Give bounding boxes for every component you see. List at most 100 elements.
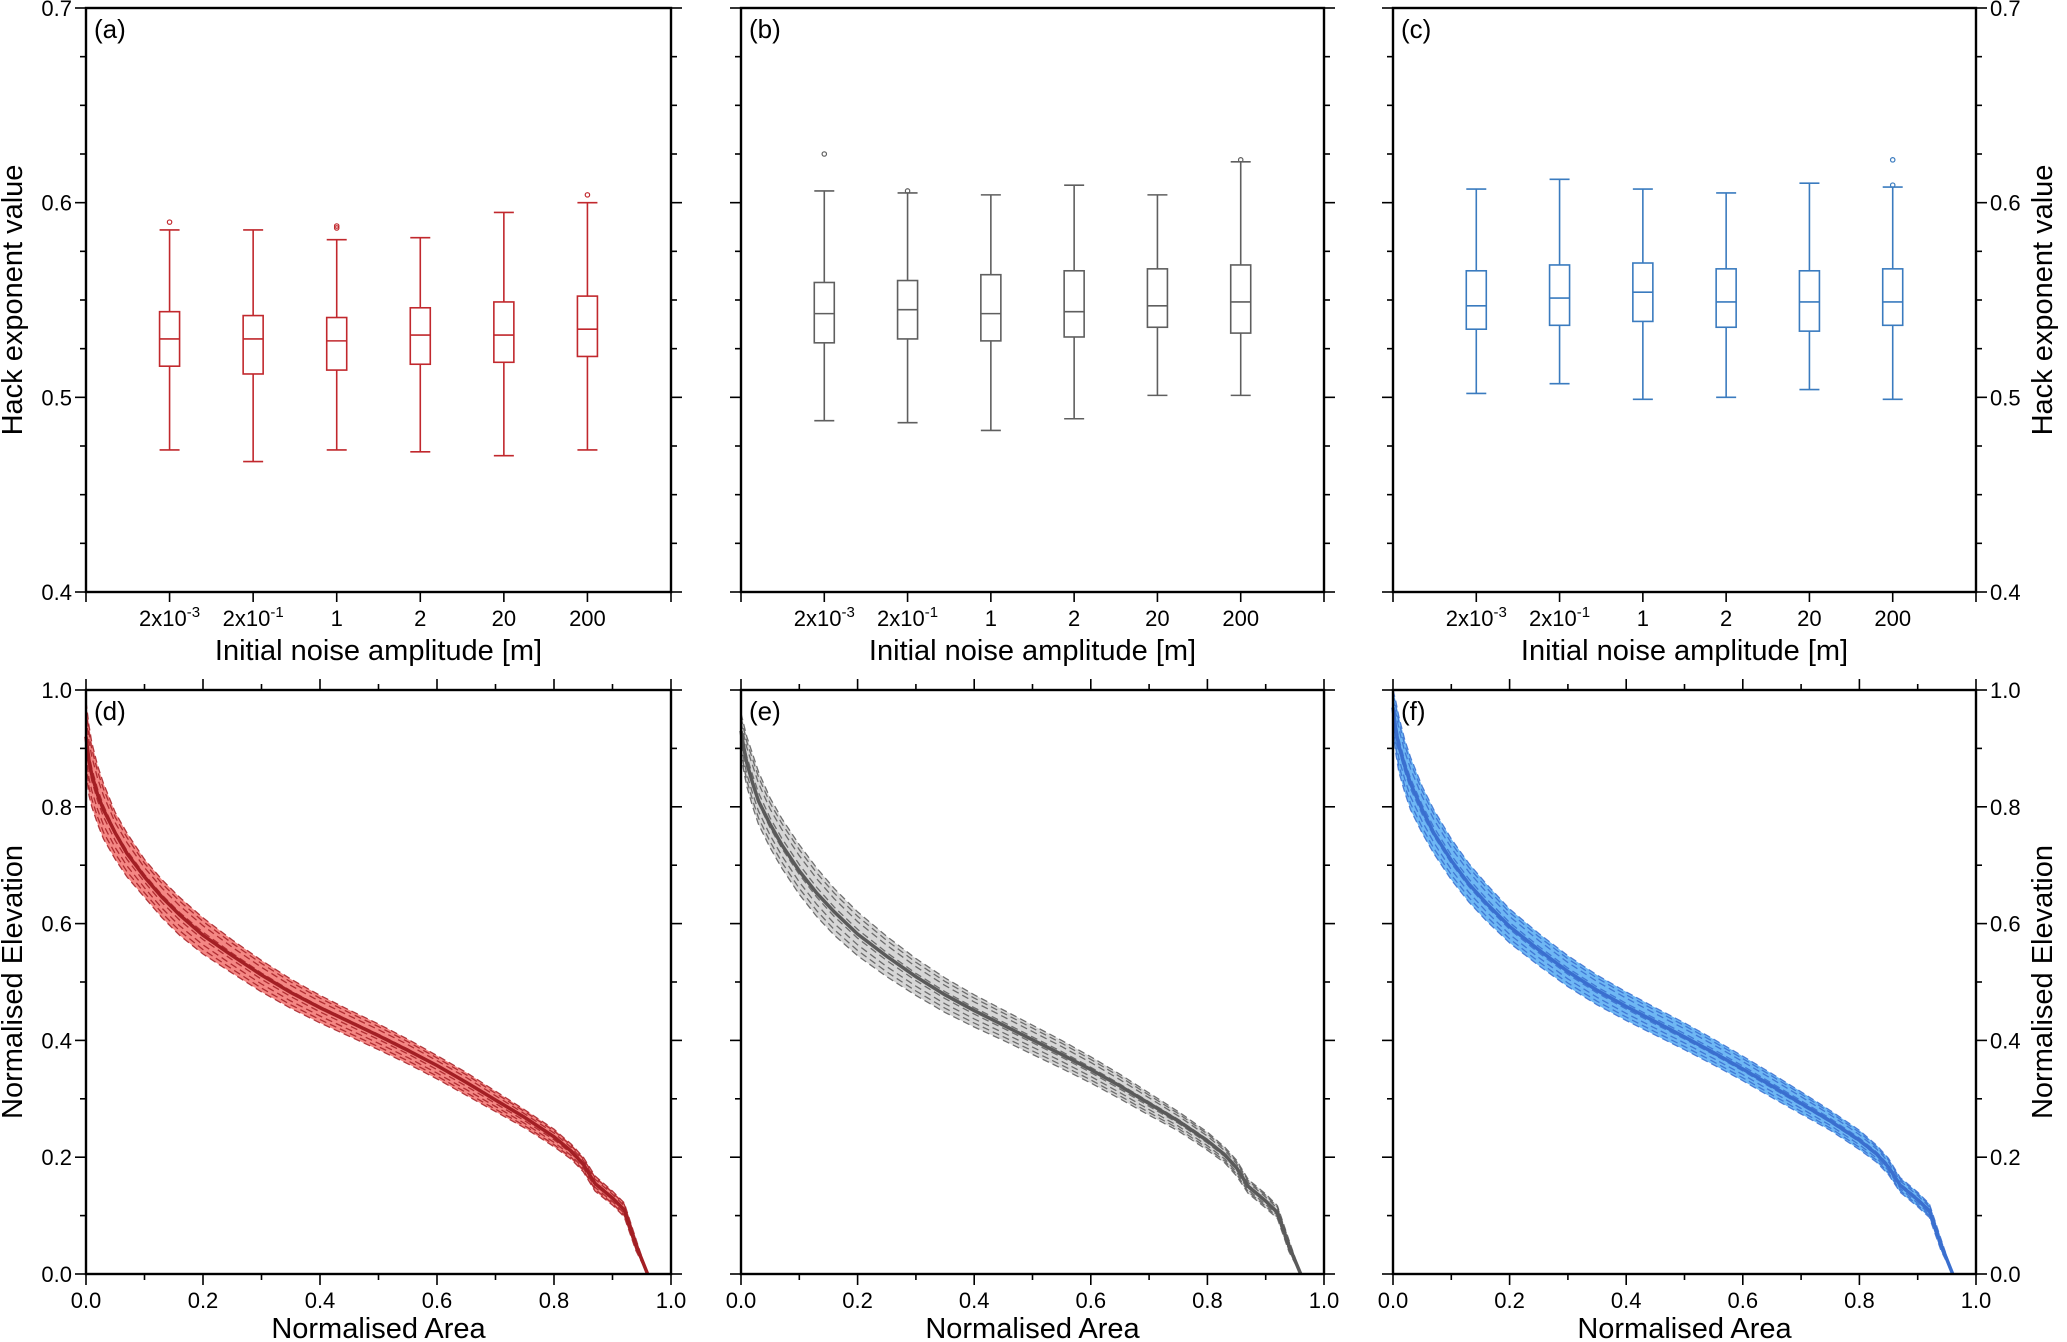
x-tick-label: 2 [414,606,426,631]
chart-panel-b: 2x10-3 2x10-1 1 2 20 200 Initial noise amplitu… [730,6,1335,667]
outlier-point [1889,182,1896,188]
outlier-point [904,188,911,194]
chart-panel-c: 0.4 0.5 0.6 0.7 Hack exponent value 2x10-3 2x1… [1382,0,2059,667]
realisation-line [1392,706,1954,1275]
box-5 [493,211,515,457]
box-6 [1229,157,1252,397]
box-2 [242,229,264,463]
panel-label: (e) [749,696,781,726]
x-tick-label: 1 [1637,606,1649,631]
realisation-line [740,713,1302,1275]
realisation-line [1392,693,1954,1275]
x-axis-label: Initial noise amplitude [m] [215,635,542,667]
outlier-point [333,225,340,231]
envelope-band [1393,690,1953,1274]
box-6 [1881,157,1904,401]
realisation-line [1392,725,1954,1275]
realisation-line [85,708,649,1275]
outlier-point [1237,157,1244,163]
box-4 [409,236,432,453]
box-4 [1063,184,1085,420]
realisation-line [740,729,1302,1275]
plot-frame [84,688,673,1276]
x-axis-label: Initial noise amplitude [m] [869,635,1196,667]
x-tick-label: 2x10-1 [877,604,938,631]
box-1 [158,219,181,451]
realisation-line [740,754,1302,1275]
envelope-band [741,713,1301,1274]
x-tick-label: 20 [1145,606,1169,631]
realisation-line [740,737,1302,1275]
panel-label: (c) [1401,14,1431,44]
iqr-box [1146,268,1169,329]
x-tick-label: 0.4 [1611,1288,1642,1313]
realisation-line [1392,714,1954,1275]
y-tick-label: 0.4 [41,580,72,605]
x-axis-label: Normalised Area [1577,1313,1792,1342]
x-tick-label: 2x10-3 [139,604,200,631]
x-axis-label: Initial noise amplitude [m] [1521,635,1848,667]
y-tick-label: 0.6 [41,912,72,937]
realisation-line [85,701,649,1275]
x-tick-label: 2x10-1 [1529,604,1590,631]
x-tick-label: 0.0 [726,1288,757,1313]
x-tick-label: 0.4 [959,1288,990,1313]
box-4 [1715,192,1737,399]
x-tick-label: 0.6 [422,1288,453,1313]
box-1 [1465,188,1488,395]
x-tick-label: 1.0 [656,1288,687,1313]
realisation-line [85,771,649,1275]
panel-label: (d) [94,696,126,726]
y-axis-label: Normalised Elevation [2027,845,2059,1119]
iqr-box [1229,264,1252,334]
realisation-line [85,743,649,1275]
realisation-line [1392,689,1954,1275]
plot-frame [1391,688,1978,1276]
y-tick-label: 0.4 [1990,1028,2021,1053]
x-tick-label: 20 [492,606,516,631]
x-tick-label: 1 [331,606,343,631]
x-tick-label: 20 [1797,606,1821,631]
x-tick-label: 200 [1222,606,1259,631]
x-tick-label: 2x10-1 [223,604,284,631]
realisation-line [85,717,649,1275]
x-tick-label: 2 [1720,606,1732,631]
x-tick-label: 200 [569,606,606,631]
realisation-line [1392,720,1954,1275]
y-axis-label: Hack exponent value [0,165,29,436]
box-3 [325,223,348,451]
outlier-point [821,151,828,157]
iqr-box [409,306,432,366]
chart-panel-a: 0.4 0.5 0.6 0.7 Hack exponent value 2x10-3 2x1… [0,0,682,667]
y-tick-label: 0.7 [41,0,72,21]
iqr-box [1881,268,1904,327]
realisation-line [740,743,1302,1275]
iqr-box [1798,269,1821,332]
x-tick-label: 1 [985,606,997,631]
x-tick-label: 1.0 [1309,1288,1340,1313]
y-tick-label: 0.0 [41,1262,72,1287]
y-tick-label: 0.0 [1990,1262,2021,1287]
box-3 [980,194,1002,432]
realisation-line [85,754,649,1275]
box-5 [1146,194,1169,397]
iqr-box [576,295,599,358]
x-tick-label: 200 [1874,606,1911,631]
y-tick-label: 0.6 [1990,912,2021,937]
x-tick-label: 0.0 [1378,1288,1409,1313]
iqr-box [1465,269,1488,330]
x-tick-label: 0.0 [71,1288,102,1313]
y-tick-label: 0.4 [1990,580,2021,605]
box-2 [1548,178,1571,385]
iqr-box [1548,264,1571,327]
realisation-line [85,763,649,1275]
x-tick-label: 0.6 [1076,1288,1107,1313]
box-5 [1798,182,1821,391]
iqr-box [980,273,1002,342]
y-tick-label: 1.0 [41,678,72,703]
outlier-point [333,223,340,229]
realisation-line [740,749,1302,1275]
realisation-line [740,722,1302,1275]
